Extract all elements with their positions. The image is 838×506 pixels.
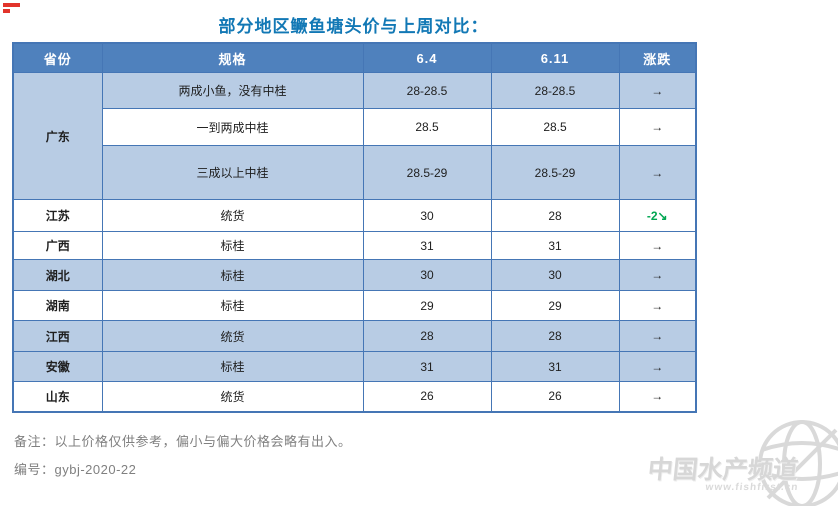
change-cell: → (618, 108, 697, 146)
col-header-date1: 6.4 (362, 42, 492, 73)
spec-cell: 标桂 (101, 290, 364, 321)
table-row: 江西 统货 28 28 → (12, 320, 697, 352)
spec-cell: 统货 (101, 199, 364, 232)
province-cell: 安徽 (12, 351, 103, 382)
province-cell: 山东 (12, 381, 103, 412)
table-row: 江苏 统货 30 28 -2↘ (12, 199, 697, 232)
province-cell: 广东 (12, 72, 103, 200)
price-table: 省份 规格 6.4 6.11 涨跌 广东 两成小鱼，没有中桂 28-28.5 2… (12, 42, 697, 413)
price-0604-cell: 28 (362, 320, 492, 352)
change-cell: → (618, 231, 697, 260)
change-cell: → (618, 351, 697, 382)
price-0611-cell: 28-28.5 (490, 72, 620, 109)
change-cell: → (618, 72, 697, 109)
price-0611-cell: 28.5-29 (490, 145, 620, 200)
price-0604-cell: 29 (362, 290, 492, 321)
province-cell: 湖南 (12, 290, 103, 321)
table-row: 广西 标桂 31 31 → (12, 231, 697, 260)
province-cell: 江苏 (12, 199, 103, 232)
price-0611-cell: 29 (490, 290, 620, 321)
table-row: 湖南 标桂 29 29 → (12, 290, 697, 321)
spec-cell: 标桂 (101, 259, 364, 291)
change-cell: → (618, 145, 697, 200)
table-row: 三成以上中桂 28.5-29 28.5-29 → (13, 145, 697, 200)
price-0604-cell: 28.5-29 (362, 145, 492, 200)
watermark-text: 中国水产频道 (646, 456, 800, 484)
corner-red-dot (3, 9, 10, 13)
spec-cell: 统货 (101, 381, 364, 412)
col-header-change: 涨跌 (618, 42, 697, 73)
table-row: 安徽 标桂 31 31 → (12, 351, 697, 382)
price-0611-cell: 26 (490, 381, 620, 412)
globe-icon (758, 420, 838, 506)
price-0611-cell: 30 (490, 259, 620, 291)
province-cell: 湖北 (12, 259, 103, 291)
corner-red-bar (3, 3, 20, 7)
col-header-date2: 6.11 (490, 42, 620, 73)
province-cell: 广西 (12, 231, 103, 260)
header-row: 省份 规格 6.4 6.11 涨跌 (12, 42, 697, 73)
change-cell: → (618, 290, 697, 321)
price-0611-cell: 31 (490, 231, 620, 260)
price-0611-cell: 31 (490, 351, 620, 382)
table-row: 一到两成中桂 28.5 28.5 → (13, 108, 697, 146)
province-cell: 江西 (12, 320, 103, 352)
footnote-serial: 编号：gybj-2020-22 (14, 462, 137, 477)
spec-cell: 两成小鱼，没有中桂 (101, 72, 364, 109)
table-row: 广东 两成小鱼，没有中桂 28-28.5 28-28.5 → (12, 72, 697, 200)
spec-cell: 一到两成中桂 (101, 108, 364, 146)
spec-cell: 三成以上中桂 (101, 145, 364, 200)
change-cell: → (618, 381, 697, 412)
footnote-disclaimer: 备注：以上价格仅供参考，偏小与偏大价格会略有出入。 (14, 434, 352, 449)
price-0611-cell: 28 (490, 320, 620, 352)
table-row: 山东 统货 26 26 → (12, 381, 697, 412)
table-row: 湖北 标桂 30 30 → (12, 259, 697, 291)
spec-cell: 标桂 (101, 231, 364, 260)
price-0611-cell: 28.5 (490, 108, 620, 146)
change-cell: → (618, 259, 697, 291)
page-title: 部分地区鳜鱼塘头价与上周对比： (218, 17, 489, 36)
price-0604-cell: 28.5 (362, 108, 492, 146)
price-0604-cell: 31 (362, 351, 492, 382)
col-header-spec: 规格 (101, 42, 364, 73)
price-0604-cell: 28-28.5 (362, 72, 492, 109)
corner-red-mark (3, 3, 23, 13)
price-0604-cell: 30 (362, 259, 492, 291)
price-0604-cell: 26 (362, 381, 492, 412)
spec-cell: 统货 (101, 320, 364, 352)
change-cell-down: -2↘ (618, 199, 697, 232)
price-0604-cell: 30 (362, 199, 492, 232)
price-0611-cell: 28 (490, 199, 620, 232)
watermark-url: www.fishfirst.cn (704, 482, 800, 493)
spec-cell: 标桂 (101, 351, 364, 382)
col-header-province: 省份 (12, 42, 103, 73)
change-cell: → (618, 320, 697, 352)
price-0604-cell: 31 (362, 231, 492, 260)
